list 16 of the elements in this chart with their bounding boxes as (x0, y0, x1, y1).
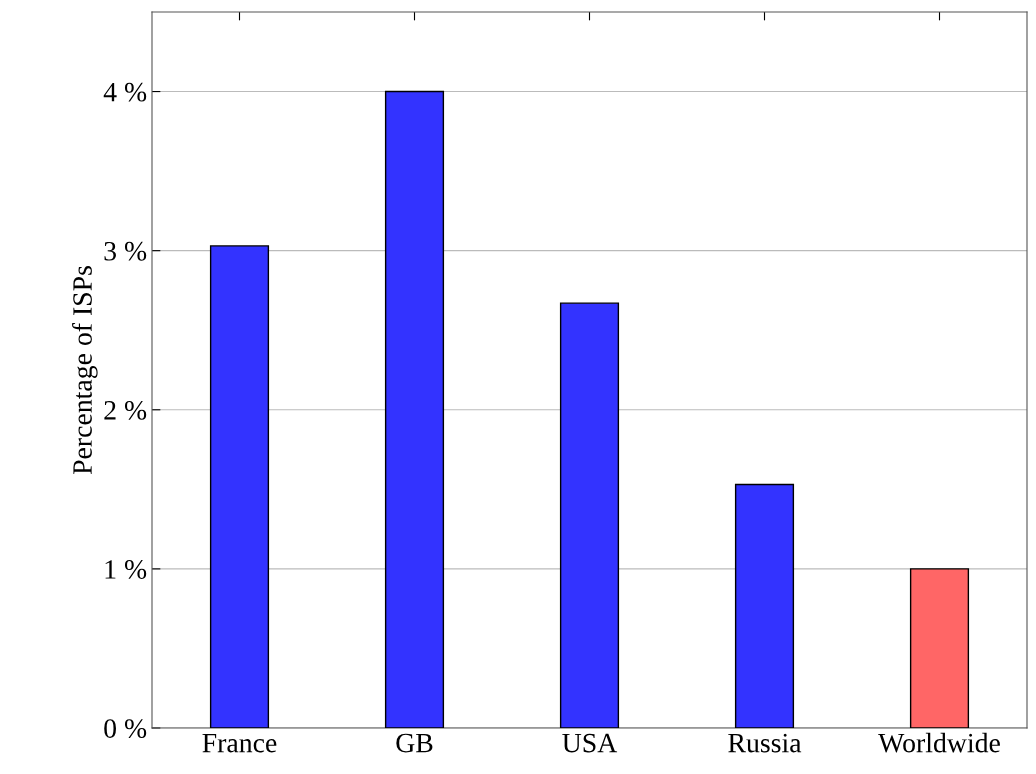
y-axis-title: Percentage of ISPs (72, 266, 98, 475)
x-tick-label: Russia (728, 733, 802, 753)
x-tick-label: GB (396, 733, 433, 753)
y-tick-label: 3 % (104, 241, 147, 261)
bar (734, 483, 795, 728)
bar (559, 302, 620, 728)
y-tick-label: 0 % (104, 719, 147, 738)
y-tick-label: 2 % (104, 400, 147, 420)
bar (384, 90, 445, 728)
x-tick-label: France (202, 733, 277, 753)
bar (209, 245, 270, 728)
bar (909, 568, 970, 728)
y-tick-label: 4 % (103, 82, 147, 102)
x-tick-label: Worldwide (878, 732, 1000, 753)
y-tick-label: 1 % (105, 560, 147, 579)
x-tick-label: USA (562, 733, 618, 753)
